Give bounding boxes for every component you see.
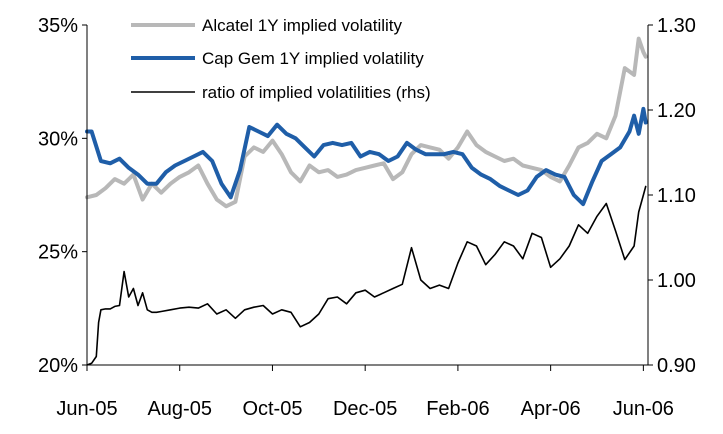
- axes-layer: 20% 25% 30% 35% 0.90 1.00 1.10 1.20 1.30 Jun-05 Au…: [38, 15, 696, 420]
- y-right-tick-label: 1.20: [657, 100, 696, 122]
- x-tick-label: Feb-06: [426, 398, 489, 420]
- x-tick-label: Oct-05: [242, 398, 302, 420]
- series-line-1: [85, 36, 648, 209]
- legend-label-2: Cap Gem 1Y implied volatility: [202, 49, 424, 68]
- y-left-tick-label: 35%: [38, 15, 78, 37]
- legend-label-3: ratio of implied volatilities (rhs): [202, 83, 431, 102]
- legend: Alcatel 1Y implied volatility Cap Gem 1Y …: [131, 16, 431, 102]
- series-line-3: [86, 185, 647, 366]
- x-tick-label: Dec-05: [333, 398, 397, 420]
- y-left-tick-label: 25%: [38, 242, 78, 264]
- y-left-tick-label: 30%: [38, 128, 78, 150]
- y-right-tick-label: 1.10: [657, 185, 696, 207]
- y-right-tick-label: 0.90: [657, 355, 696, 377]
- y-right-tick-label: 1.30: [657, 15, 696, 37]
- series-layer: [85, 36, 648, 366]
- x-tick-label: Jun-06: [613, 398, 674, 420]
- x-tick-label: Aug-05: [147, 398, 212, 420]
- y-right-tick-label: 1.00: [657, 270, 696, 292]
- series-line-2: [85, 106, 648, 207]
- y-left-tick-label: 20%: [38, 355, 78, 377]
- x-tick-label: Jun-05: [56, 398, 117, 420]
- x-tick-label: Apr-06: [521, 398, 581, 420]
- legend-label-1: Alcatel 1Y implied volatility: [202, 16, 402, 35]
